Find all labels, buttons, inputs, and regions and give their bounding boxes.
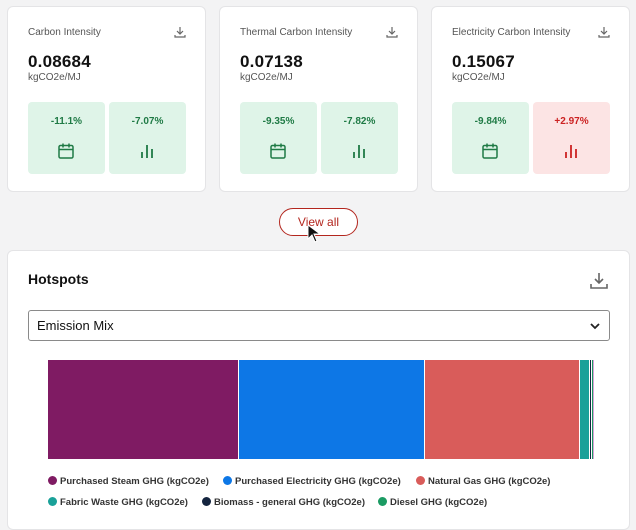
chevron-down-icon <box>590 323 600 330</box>
bar-segment-0[interactable] <box>48 360 239 459</box>
bar-segment-4[interactable] <box>589 360 591 459</box>
legend-label: Purchased Steam GHG (kgCO2e) <box>60 476 209 487</box>
download-icon[interactable] <box>597 25 611 39</box>
calendar-icon <box>58 143 74 159</box>
legend-swatch <box>48 497 57 506</box>
legend-label: Fabric Waste GHG (kgCO2e) <box>60 497 188 508</box>
calendar-icon <box>482 143 498 159</box>
card-unit: kgCO2e/MJ <box>452 72 505 83</box>
download-icon[interactable] <box>589 271 609 291</box>
bar-chart-icon <box>141 145 153 158</box>
legend-swatch <box>202 497 211 506</box>
benchmark-change-tile[interactable]: +2.97% <box>533 102 610 174</box>
kpi-card-thermal-carbon-intensity: Thermal Carbon Intensity 0.07138 kgCO2e/… <box>219 6 418 192</box>
legend-item[interactable]: Purchased Electricity GHG (kgCO2e) <box>223 476 401 487</box>
legend-item[interactable]: Biomass - general GHG (kgCO2e) <box>202 497 365 508</box>
legend-label: Purchased Electricity GHG (kgCO2e) <box>235 476 401 487</box>
legend-label: Diesel GHG (kgCO2e) <box>390 497 488 508</box>
legend-item[interactable]: Purchased Steam GHG (kgCO2e) <box>48 476 209 487</box>
benchmark-change-value: -7.82% <box>343 116 376 127</box>
kpi-card-electricity-carbon-intensity: Electricity Carbon Intensity 0.15067 kgC… <box>431 6 630 192</box>
legend-swatch <box>223 476 232 485</box>
bar-chart-icon <box>565 145 577 158</box>
yoy-change-value: -9.35% <box>262 116 295 127</box>
card-title: Carbon Intensity <box>28 27 101 38</box>
card-value: 0.08684 <box>28 52 91 71</box>
panel-title: Hotspots <box>28 271 89 287</box>
benchmark-change-value: +2.97% <box>554 116 589 127</box>
yoy-change-tile[interactable]: -9.84% <box>452 102 529 174</box>
legend-swatch <box>48 476 57 485</box>
benchmark-change-tile[interactable]: -7.82% <box>321 102 398 174</box>
bar-segment-2[interactable] <box>424 360 580 459</box>
select-value: Emission Mix <box>37 318 114 333</box>
benchmark-change-value: -7.07% <box>131 116 164 127</box>
card-title: Electricity Carbon Intensity <box>452 27 571 38</box>
emission-mix-select[interactable]: Emission Mix <box>28 310 610 341</box>
hotspots-panel: Hotspots Emission Mix Purchased Steam GH… <box>7 250 630 530</box>
bar-chart-icon <box>353 145 365 158</box>
emission-mix-bar <box>48 360 594 459</box>
bar-segment-3[interactable] <box>580 360 589 459</box>
card-unit: kgCO2e/MJ <box>240 72 293 83</box>
download-icon[interactable] <box>173 25 187 39</box>
yoy-change-tile[interactable]: -11.1% <box>28 102 105 174</box>
card-value: 0.15067 <box>452 52 515 71</box>
yoy-change-value: -9.84% <box>474 116 507 127</box>
bar-segment-6[interactable] <box>592 360 594 459</box>
legend-item[interactable]: Diesel GHG (kgCO2e) <box>378 497 487 508</box>
mouse-cursor-icon <box>307 224 321 243</box>
kpi-card-carbon-intensity: Carbon Intensity 0.08684 kgCO2e/MJ -11.1… <box>7 6 206 192</box>
legend-label: Natural Gas GHG (kgCO2e) <box>428 476 551 487</box>
legend-item[interactable]: Fabric Waste GHG (kgCO2e) <box>48 497 188 508</box>
download-icon[interactable] <box>385 25 399 39</box>
card-unit: kgCO2e/MJ <box>28 72 81 83</box>
calendar-icon <box>270 143 286 159</box>
benchmark-change-tile[interactable]: -7.07% <box>109 102 186 174</box>
bar-segment-1[interactable] <box>239 360 424 459</box>
legend-item[interactable]: Natural Gas GHG (kgCO2e) <box>416 476 550 487</box>
legend-swatch <box>378 497 387 506</box>
card-title: Thermal Carbon Intensity <box>240 27 353 38</box>
yoy-change-value: -11.1% <box>50 116 83 127</box>
yoy-change-tile[interactable]: -9.35% <box>240 102 317 174</box>
legend-swatch <box>416 476 425 485</box>
bar-segment-5[interactable] <box>591 360 593 459</box>
legend-label: Biomass - general GHG (kgCO2e) <box>214 497 365 508</box>
card-value: 0.07138 <box>240 52 303 71</box>
